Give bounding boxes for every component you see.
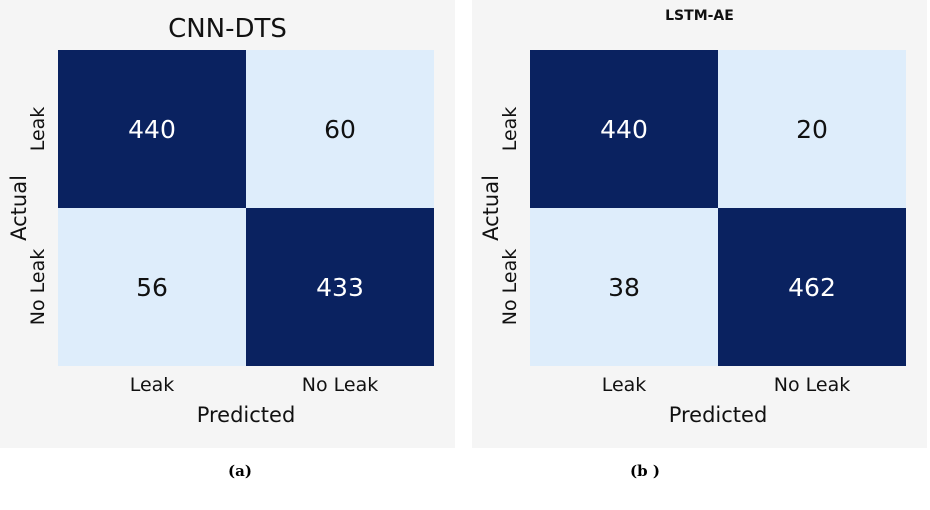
heatmap-cell — [246, 208, 434, 366]
cell-value: 440 — [128, 115, 176, 144]
confusion-matrix-lstm-ae: LSTM-AE 440 20 38 462 Leak No Leak Leak No Leak… — [472, 0, 927, 448]
heatmap-cell — [718, 208, 906, 366]
heatmap-cell — [530, 208, 718, 366]
confusion-matrix-cnn-dts: CNN-DTS 440 60 56 433 Leak No Leak Leak No Leak… — [0, 0, 455, 448]
y-tick-label: Leak — [499, 107, 521, 152]
chart-title: LSTM-AE — [665, 8, 734, 24]
cell-value: 38 — [608, 273, 640, 302]
heatmap-cell — [718, 50, 906, 208]
x-tick-label: Leak — [602, 374, 647, 396]
cell-value: 56 — [136, 273, 168, 302]
cell-value: 440 — [600, 115, 648, 144]
heatmap-svg: 440 60 56 433 Leak No Leak Leak No Leak Predicte… — [7, 50, 434, 427]
heatmap-cell — [58, 50, 246, 208]
y-tick-label: No Leak — [27, 249, 49, 325]
figure-caption: (b ) — [630, 462, 660, 480]
heatmap-cell — [246, 50, 434, 208]
y-axis-label: Actual — [7, 175, 31, 241]
heatmap-cell — [58, 208, 246, 366]
chart-title: CNN-DTS — [168, 14, 287, 44]
cell-value: 462 — [788, 273, 836, 302]
cell-value: 60 — [324, 115, 356, 144]
figure-caption: (a) — [228, 462, 252, 480]
x-axis-label: Predicted — [669, 403, 768, 427]
y-tick-label: No Leak — [499, 249, 521, 325]
cell-value: 433 — [316, 273, 364, 302]
x-tick-label: No Leak — [302, 374, 378, 396]
heatmap-svg: 440 20 38 462 Leak No Leak Leak No Leak Predicte… — [479, 50, 906, 427]
x-tick-label: No Leak — [774, 374, 850, 396]
y-tick-label: Leak — [27, 107, 49, 152]
x-axis-label: Predicted — [197, 403, 296, 427]
cell-value: 20 — [796, 115, 828, 144]
heatmap-cell — [530, 50, 718, 208]
y-axis-label: Actual — [479, 175, 503, 241]
x-tick-label: Leak — [130, 374, 175, 396]
